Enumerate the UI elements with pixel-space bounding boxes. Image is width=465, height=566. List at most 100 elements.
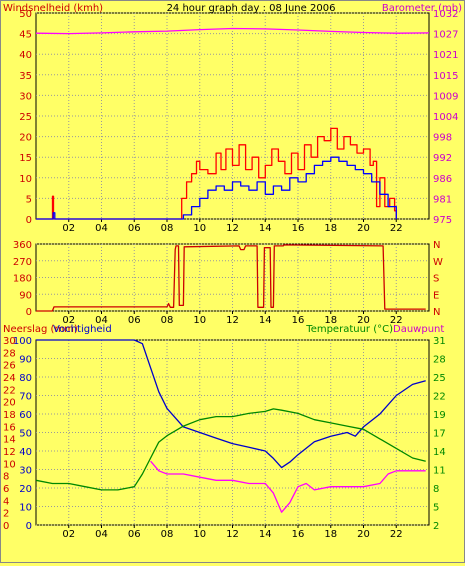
x-tick-label: 22: [390, 315, 403, 326]
x-tick-label: 08: [161, 315, 174, 326]
rain-y-tick-label: 16: [3, 422, 16, 433]
temp-y-tick-label: 31: [433, 336, 446, 347]
x-tick-label: 16: [292, 223, 305, 234]
humidity-y-tick-label: 80: [19, 373, 32, 384]
rain-y-tick-label: 14: [3, 435, 16, 446]
direction-y-tick-label: 0: [26, 307, 32, 318]
rain-y-tick-label: 22: [3, 385, 16, 396]
wind-y-tick-label: 40: [19, 50, 32, 61]
compass-tick-label: E: [433, 290, 439, 301]
humidity-y-tick-label: 60: [19, 410, 32, 421]
temp-y-tick-label: 5: [433, 503, 439, 514]
series-temperature: [35, 408, 426, 491]
baro-y-tick-label: 992: [433, 153, 452, 164]
baro-y-tick-label: 1021: [433, 50, 458, 61]
temperature-axis-title: Temperatuur (°C): [305, 324, 393, 335]
x-tick-label: 02: [62, 223, 75, 234]
x-tick-label: 18: [324, 529, 337, 540]
wind-y-tick-label: 35: [19, 71, 32, 82]
x-tick-label: 12: [226, 223, 239, 234]
x-tick-label: 10: [193, 315, 206, 326]
x-tick-label: 22: [390, 529, 403, 540]
temp-y-tick-label: 14: [433, 447, 446, 458]
x-tick-label: 08: [161, 529, 174, 540]
humidity-y-tick-label: 90: [19, 355, 32, 366]
rain-y-tick-label: 10: [3, 459, 16, 470]
wind-y-tick-label: 50: [19, 9, 32, 20]
x-tick-label: 06: [128, 315, 141, 326]
baro-y-tick-label: 981: [433, 194, 452, 205]
series-wind-direction: [36, 244, 426, 312]
baro-y-tick-label: 1015: [433, 71, 458, 82]
humidity-y-tick-label: 70: [19, 392, 32, 403]
compass-tick-label: N: [433, 240, 440, 251]
x-tick-label: 22: [390, 223, 403, 234]
humidity-y-tick-label: 50: [19, 429, 32, 440]
baro-y-tick-label: 1027: [433, 30, 458, 41]
rain-y-tick-label: 18: [3, 410, 16, 421]
compass-tick-label: S: [433, 274, 439, 285]
x-tick-label: 04: [95, 315, 108, 326]
baro-y-tick-label: 1032: [433, 9, 458, 20]
wind-y-tick-label: 0: [26, 215, 32, 226]
chart-title: 24 hour graph day : 08 June 2006: [167, 3, 336, 14]
rain-axis-title: Neerslag (mm): [3, 324, 78, 335]
series-wind-speed: [36, 156, 397, 220]
humidity-y-tick-label: 100: [13, 336, 32, 347]
x-tick-label: 20: [357, 529, 370, 540]
humidity-axis-title: Vochtigheid: [53, 324, 112, 335]
x-tick-label: 04: [95, 529, 108, 540]
rain-y-tick-label: 24: [3, 373, 16, 384]
x-tick-label: 18: [324, 315, 337, 326]
baro-y-tick-label: 1004: [433, 112, 458, 123]
x-tick-label: 04: [95, 223, 108, 234]
rain-y-tick-label: 20: [3, 398, 16, 409]
rain-y-tick-label: 30: [3, 336, 16, 347]
x-tick-label: 06: [128, 529, 141, 540]
temp-y-tick-label: 25: [433, 373, 446, 384]
rain-y-tick-label: 2: [3, 509, 9, 520]
rain-y-tick-label: 0: [3, 521, 9, 532]
x-tick-label: 10: [193, 529, 206, 540]
x-tick-label: 14: [259, 315, 272, 326]
x-tick-label: 16: [292, 315, 305, 326]
direction-y-tick-label: 360: [13, 240, 32, 251]
wind-axis-title: Windsnelheid (kmh): [3, 3, 103, 14]
x-tick-label: 20: [357, 223, 370, 234]
temp-y-tick-label: 22: [433, 392, 446, 403]
dewpoint-axis-title: Dauwpunt: [393, 324, 444, 335]
x-tick-label: 10: [193, 223, 206, 234]
x-tick-label: 14: [259, 223, 272, 234]
rain-y-tick-label: 28: [3, 348, 16, 359]
wind-y-tick-label: 45: [19, 30, 32, 41]
humidity-y-tick-label: 10: [19, 503, 32, 514]
wind-y-tick-label: 20: [19, 133, 32, 144]
x-tick-label: 06: [128, 223, 141, 234]
wind-y-tick-label: 5: [26, 194, 32, 205]
barometer-axis-title: Barometer (mb): [382, 3, 462, 14]
temp-y-tick-label: 19: [433, 410, 446, 421]
series-humidity: [36, 339, 426, 469]
rain-y-tick-label: 8: [3, 472, 9, 483]
direction-y-tick-label: 270: [13, 257, 32, 268]
rain-y-tick-label: 26: [3, 361, 16, 372]
x-tick-label: 18: [324, 223, 337, 234]
rain-y-tick-label: 4: [3, 496, 9, 507]
temp-y-tick-label: 11: [433, 466, 446, 477]
temp-y-tick-label: 28: [433, 355, 446, 366]
x-tick-label: 12: [226, 529, 239, 540]
wind-y-tick-label: 10: [19, 174, 32, 185]
direction-y-tick-label: 90: [19, 290, 32, 301]
series-barometer: [35, 27, 430, 35]
wind-y-tick-label: 15: [19, 153, 32, 164]
baro-y-tick-label: 1009: [433, 91, 458, 102]
x-tick-label: 08: [161, 223, 174, 234]
rain-y-tick-label: 6: [3, 484, 9, 495]
wind-y-tick-label: 30: [19, 91, 32, 102]
humidity-y-tick-label: 30: [19, 466, 32, 477]
humidity-y-tick-label: 20: [19, 484, 32, 495]
x-tick-label: 12: [226, 315, 239, 326]
wind-y-tick-label: 25: [19, 112, 32, 123]
x-tick-label: 02: [62, 315, 75, 326]
